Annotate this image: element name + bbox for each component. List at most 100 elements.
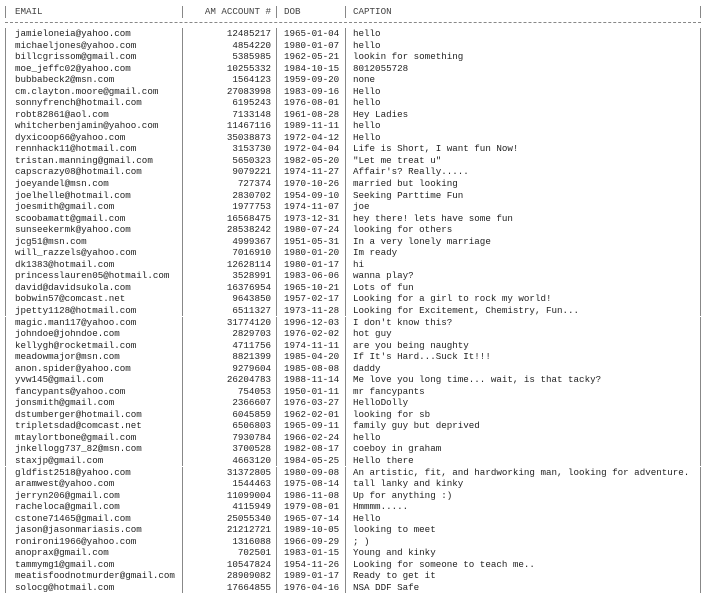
cell-dob: 1989-01-17 (276, 570, 345, 582)
cell-caption: Me love you long time... wait, is that t… (345, 374, 701, 386)
cell-caption: Hello (345, 131, 701, 144)
cell-email: bobwin57@comcast.net (5, 293, 182, 305)
cell-email: yvw145@gmail.com (5, 374, 182, 386)
table-row: bubbabeck2@msn.com 1564123 1959-09-20 none (5, 74, 701, 86)
cell-caption: Looking for a girl to rock my world! (345, 293, 701, 305)
cell-account: 28538242 (182, 224, 276, 236)
cell-dob: 1980-01-20 (276, 247, 345, 259)
cell-email: jonsmith@gmail.com (5, 397, 182, 409)
table-row: jcg51@msn.com 4999367 1951-05-31 In a very … (5, 235, 701, 248)
cell-dob: 1954-09-10 (276, 189, 345, 202)
cell-caption: Hello (345, 85, 701, 98)
table-row: dyxicoop66@yahoo.com 35038873 1972-04-12 He… (5, 131, 701, 144)
cell-email: joelhelle@hotmail.com (5, 189, 182, 202)
cell-email: michaeljones@yahoo.com (5, 39, 182, 52)
table-row: mtaylortbone@gmail.com 7930784 1966-02-24 h… (5, 431, 701, 444)
cell-email: anon.spider@yahoo.com (5, 362, 182, 375)
cell-dob: 1986-11-08 (276, 489, 345, 502)
cell-dob: 1961-08-28 (276, 108, 345, 121)
cell-dob: 1982-05-20 (276, 154, 345, 167)
table-row: robt82861@aol.com 7133148 1961-08-28 Hey La… (5, 108, 701, 121)
cell-caption: Ready to get it (345, 570, 701, 582)
cell-account: 3153730 (182, 143, 276, 155)
cell-caption: coeboy in graham (345, 443, 701, 455)
header-dob: DOB (276, 6, 345, 18)
cell-email: tristan.manning@gmail.com (5, 154, 182, 167)
cell-email: staxjp@gmail.com (5, 454, 182, 467)
cell-account: 4663120 (182, 454, 276, 467)
table-row: joelhelle@hotmail.com 2830702 1954-09-10 Se… (5, 189, 701, 202)
cell-caption: hey there! lets have some fun (345, 212, 701, 225)
cell-dob: 1988-11-14 (276, 374, 345, 386)
table-row: aramwest@yahoo.com 1544463 1975-08-14 tall … (5, 478, 701, 490)
cell-dob: 1966-02-24 (276, 431, 345, 444)
cell-account: 10547824 (182, 558, 276, 571)
table-row: tammymg1@gmail.com 10547824 1954-11-26 Look… (5, 558, 701, 571)
cell-caption: If It's Hard...Suck It!!! (345, 351, 701, 363)
cell-account: 4854220 (182, 39, 276, 52)
cell-account: 702501 (182, 547, 276, 559)
cell-caption: An artistic, fit, and hardworking man, l… (345, 466, 701, 479)
table-row: cstone71465@gmail.com 25055340 1965-07-14 H… (5, 512, 701, 525)
cell-dob: 1983-01-15 (276, 547, 345, 559)
cell-email: kellygh@rocketmail.com (5, 339, 182, 352)
cell-caption: looking for sb (345, 408, 701, 421)
cell-dob: 1962-05-21 (276, 51, 345, 63)
table-row: moe_jeffc02@yahoo.com 10255332 1984-10-15 8… (5, 62, 701, 75)
cell-account: 6045859 (182, 408, 276, 421)
cell-account: 5385985 (182, 51, 276, 63)
cell-caption: looking to meet (345, 524, 701, 536)
table-row: joeyandel@msn.com 727374 1970-10-26 married… (5, 178, 701, 190)
cell-caption: Hey Ladies (345, 108, 701, 121)
cell-account: 9079221 (182, 166, 276, 178)
cell-email: jcg51@msn.com (5, 235, 182, 248)
cell-email: joesmith@gmail.com (5, 201, 182, 213)
cell-email: dyxicoop66@yahoo.com (5, 131, 182, 144)
cell-caption: hi (345, 258, 701, 271)
cell-account: 9279604 (182, 362, 276, 375)
cell-email: tripletsdad@comcast.net (5, 420, 182, 432)
cell-email: rennhack11@hotmail.com (5, 143, 182, 155)
cell-dob: 1985-04-20 (276, 351, 345, 363)
cell-dob: 1973-11-28 (276, 304, 345, 317)
cell-account: 3700528 (182, 443, 276, 455)
cell-account: 6506803 (182, 420, 276, 432)
table-row: dstumberger@hotmail.com 6045859 1962-02-01… (5, 408, 701, 421)
header-separator (5, 22, 701, 23)
cell-caption: Im ready (345, 247, 701, 259)
cell-dob: 1984-10-15 (276, 62, 345, 75)
table-row: jpetty1128@hotmail.com 6511327 1973-11-28 L… (5, 304, 701, 317)
cell-account: 28909082 (182, 570, 276, 582)
cell-email: jnkellogg737_82@msn.com (5, 443, 182, 455)
cell-caption: none (345, 74, 701, 86)
cell-email: tammymg1@gmail.com (5, 558, 182, 571)
table-row: will_razzels@yahoo.com 7016910 1980-01-20 I… (5, 247, 701, 259)
table-row: bobwin57@comcast.net 9643850 1957-02-17 Loo… (5, 293, 701, 305)
cell-dob: 1975-08-14 (276, 478, 345, 490)
cell-caption: lookin for something (345, 51, 701, 63)
table-row: princesslauren05@hotmail.com 3528991 1983-… (5, 270, 701, 282)
cell-caption: I don't know this? (345, 316, 701, 328)
cell-account: 16568475 (182, 212, 276, 225)
table-row: sonnyfrench@hotmail.com 6195243 1976-08-01… (5, 97, 701, 109)
cell-account: 6195243 (182, 97, 276, 109)
cell-email: ronironi1966@yahoo.com (5, 535, 182, 548)
cell-dob: 1951-05-31 (276, 235, 345, 248)
cell-email: princesslauren05@hotmail.com (5, 270, 182, 282)
cell-caption: hello (345, 120, 701, 132)
cell-account: 727374 (182, 178, 276, 190)
table-row: fancypants@yahoo.com 754053 1950-01-11 mr f… (5, 385, 701, 398)
table-row: scoobamatt@gmail.com 16568475 1973-12-31 he… (5, 212, 701, 225)
table-row: rennhack11@hotmail.com 3153730 1972-04-04 L… (5, 143, 701, 155)
cell-email: anoprax@gmail.com (5, 547, 182, 559)
cell-caption: married but looking (345, 178, 701, 190)
cell-account: 21212721 (182, 524, 276, 536)
cell-dob: 1996-12-03 (276, 316, 345, 328)
cell-account: 2829703 (182, 328, 276, 340)
cell-account: 2366607 (182, 397, 276, 409)
cell-email: bubbabeck2@msn.com (5, 74, 182, 86)
table-row: cm.clayton.moore@gmail.com 27083998 1983-0… (5, 85, 701, 98)
cell-caption: wanna play? (345, 270, 701, 282)
table-row: david@davidsukola.com 16376954 1965-10-21 L… (5, 281, 701, 294)
cell-email: solocg@hotmail.com (5, 581, 182, 594)
